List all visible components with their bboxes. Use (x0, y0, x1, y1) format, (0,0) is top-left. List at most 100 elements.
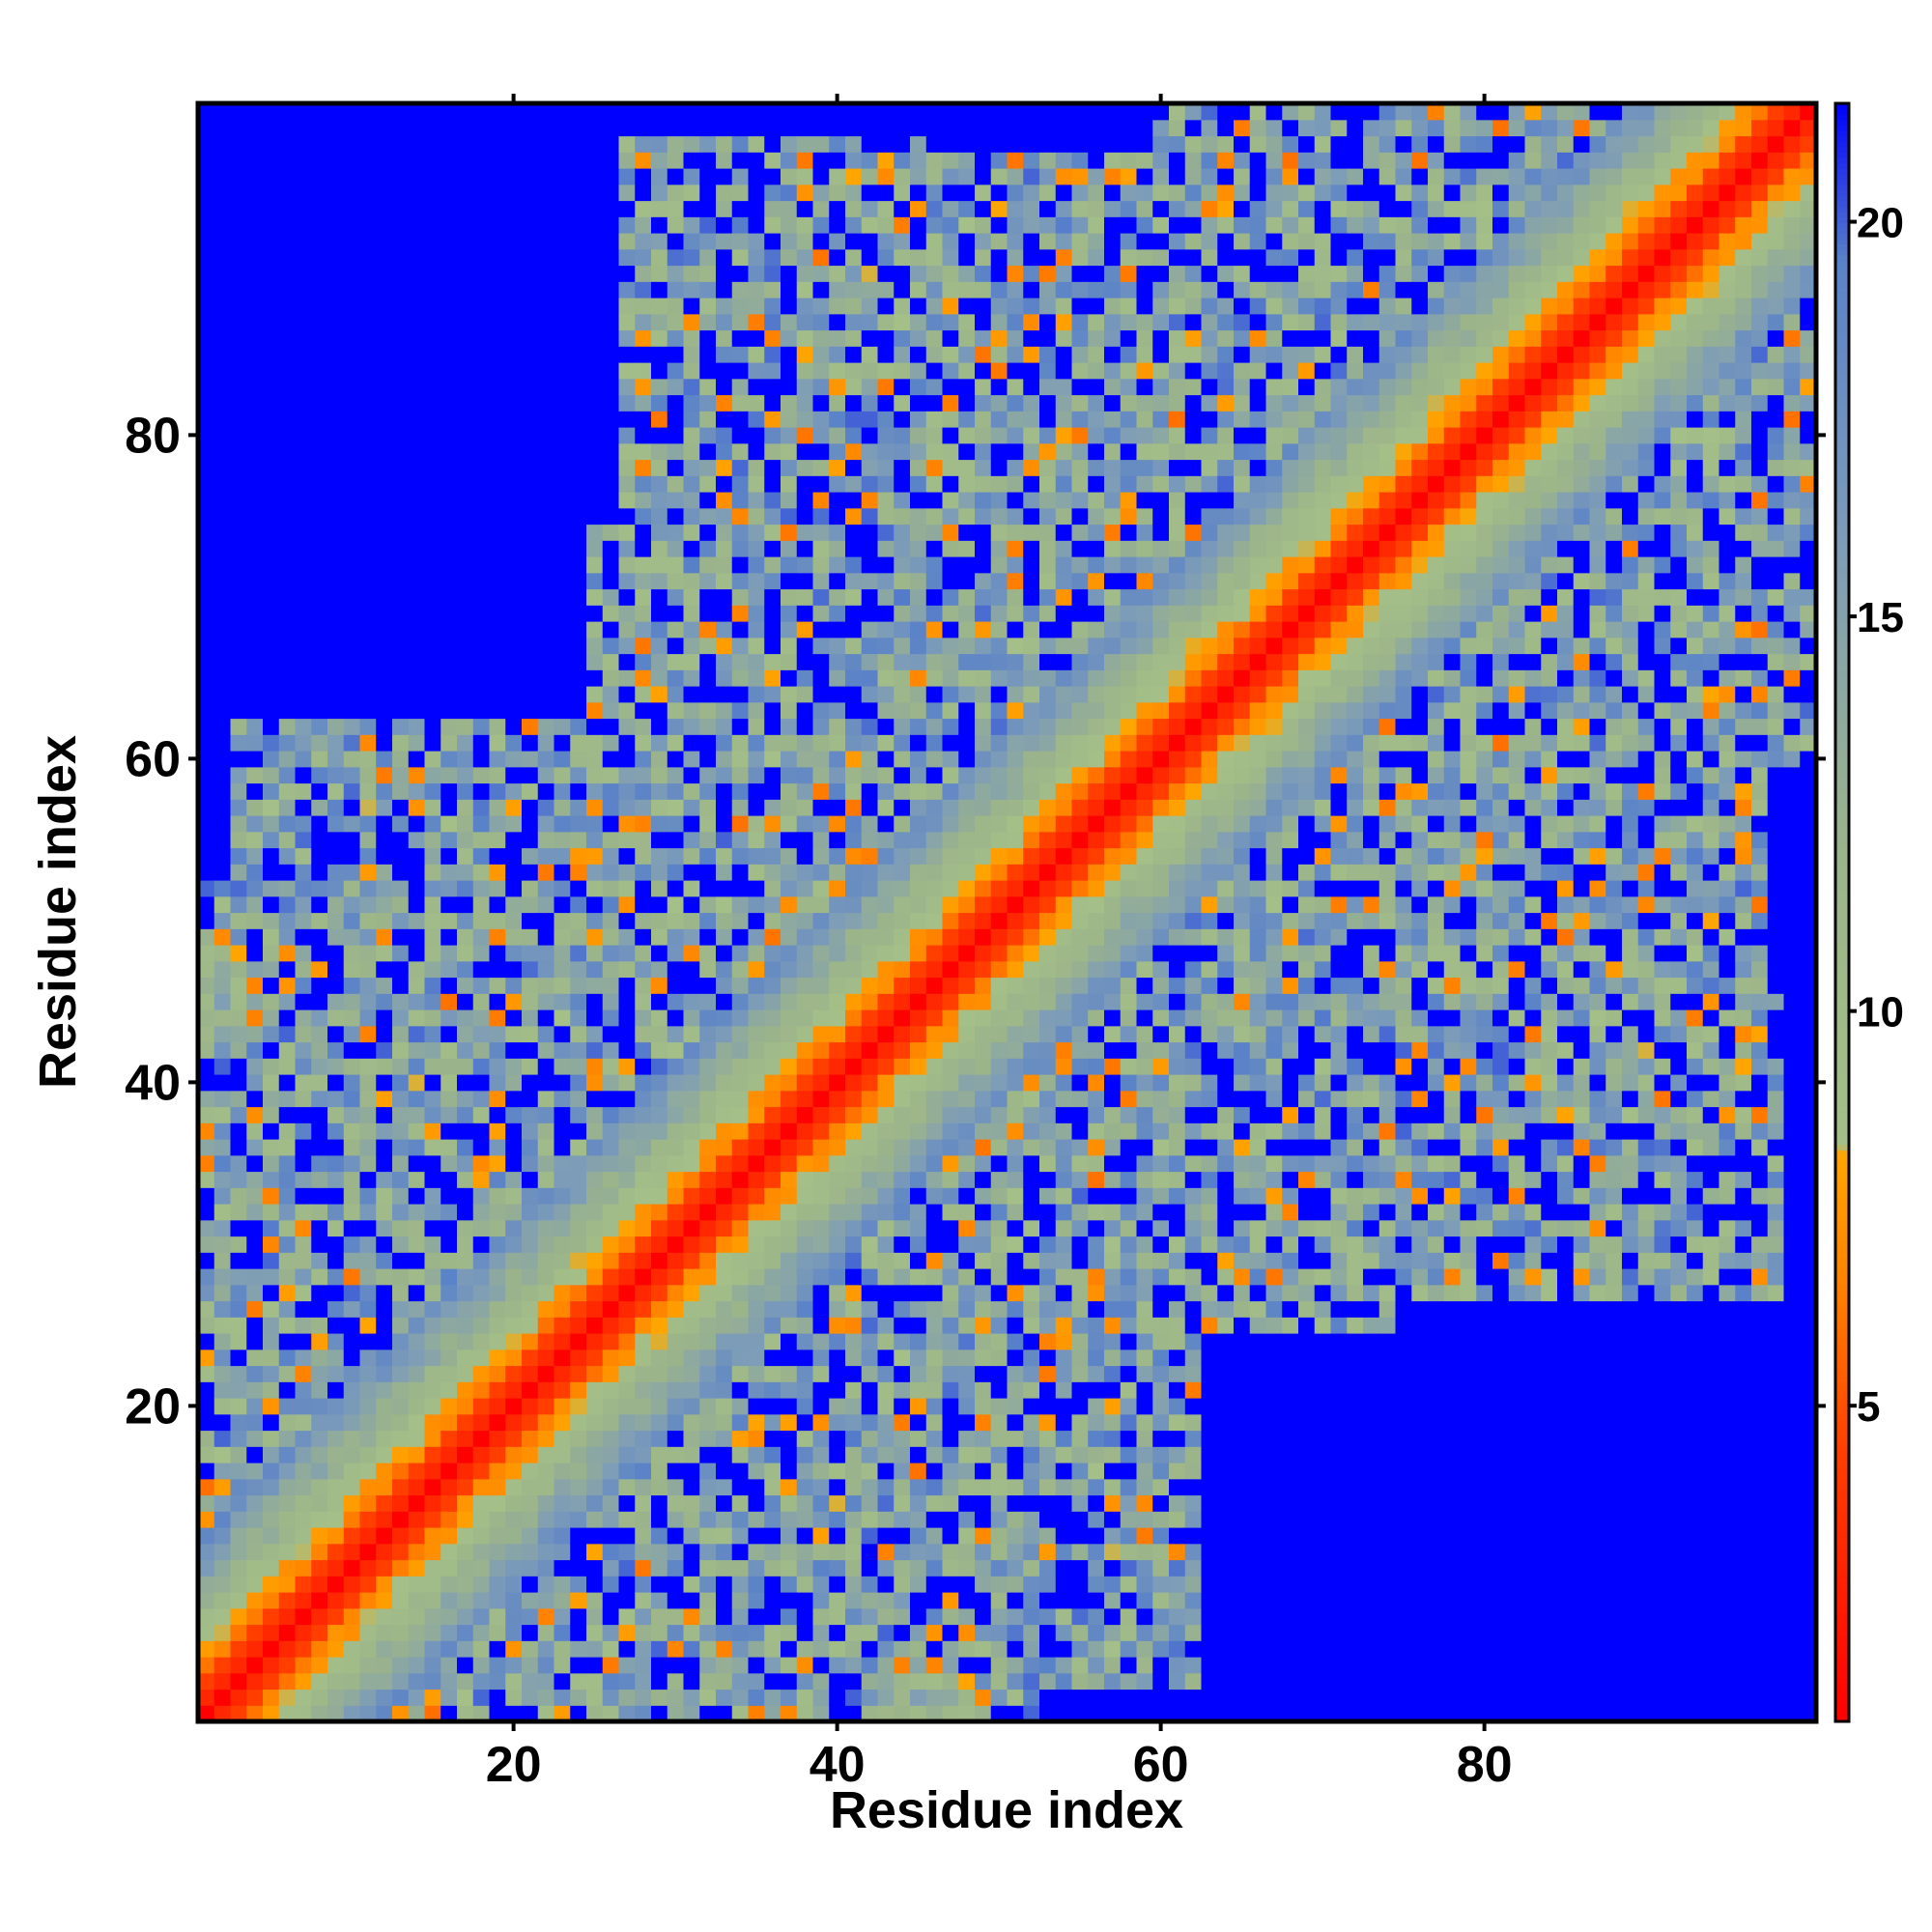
heatmap-cell (295, 1122, 312, 1140)
heatmap-cell (861, 475, 879, 493)
heatmap-cell (440, 1446, 458, 1463)
heatmap-cell (522, 751, 539, 768)
heatmap-cell (278, 1640, 297, 1658)
heatmap-cell (537, 1543, 555, 1561)
heatmap-cell (359, 556, 377, 574)
heatmap-cell (990, 945, 1009, 962)
heatmap-cell (522, 1090, 539, 1108)
heatmap-cell (278, 588, 297, 606)
heatmap-cell (635, 1463, 652, 1480)
heatmap-cell (198, 1672, 215, 1690)
heatmap-cell (618, 1058, 636, 1075)
heatmap-cell (424, 686, 441, 703)
heatmap-cell (990, 847, 1009, 865)
heatmap-cell (894, 507, 911, 526)
heatmap-cell (699, 1106, 717, 1123)
heatmap-cell (359, 362, 377, 380)
heatmap-cell (812, 1657, 830, 1674)
heatmap-cell (213, 200, 232, 217)
heatmap-cell (942, 1527, 959, 1545)
heatmap-cell (699, 1139, 717, 1156)
heatmap-cell (278, 686, 297, 703)
heatmap-cell (796, 492, 814, 509)
heatmap-cell (537, 572, 555, 590)
heatmap-cell (958, 1624, 976, 1641)
heatmap-cell (392, 864, 410, 881)
heatmap-cell (424, 233, 441, 250)
heatmap-cell (748, 751, 765, 768)
heatmap-cell (263, 782, 280, 800)
heatmap-cell (910, 734, 927, 752)
heatmap-cell (440, 1592, 458, 1609)
heatmap-cell (894, 1381, 911, 1399)
heatmap-cell (910, 1640, 927, 1658)
heatmap-cell (781, 200, 798, 217)
heatmap-cell (198, 1058, 215, 1075)
heatmap-cell (683, 1090, 700, 1108)
heatmap-cell (942, 216, 959, 234)
heatmap-cell (796, 1204, 814, 1221)
heatmap-cell (537, 1365, 555, 1382)
heatmap-cell (910, 653, 927, 670)
heatmap-cell (877, 588, 895, 606)
heatmap-cell (764, 459, 781, 476)
heatmap-cell (618, 1171, 636, 1188)
heatmap-cell (376, 298, 393, 315)
heatmap-cell (748, 1122, 765, 1140)
heatmap-cell (894, 1139, 911, 1156)
heatmap-cell (845, 1090, 863, 1108)
heatmap-cell (472, 184, 491, 202)
heatmap-cell (198, 1204, 215, 1221)
heatmap-cell (295, 1317, 312, 1334)
heatmap-cell (877, 1463, 895, 1480)
heatmap-cell (522, 1058, 539, 1075)
heatmap-cell (537, 701, 555, 720)
heatmap-cell (812, 507, 830, 526)
heatmap-cell (829, 119, 846, 137)
heatmap-cell (522, 329, 539, 347)
heatmap-cell (311, 815, 328, 833)
heatmap-cell (812, 216, 830, 234)
heatmap-cell (812, 168, 830, 185)
heatmap-cell (910, 1527, 927, 1545)
heatmap-cell (392, 442, 410, 461)
heatmap-cell (213, 168, 232, 185)
heatmap-cell (327, 718, 345, 735)
heatmap-cell (894, 751, 911, 768)
heatmap-cell (812, 621, 830, 639)
heatmap-cell (213, 686, 232, 703)
heatmap-cell (505, 1074, 523, 1092)
heatmap-cell (278, 1559, 297, 1577)
heatmap-cell (311, 1009, 328, 1027)
heatmap-cell (570, 912, 587, 929)
heatmap-cell (683, 1463, 700, 1480)
heatmap-cell (716, 718, 733, 735)
heatmap-cell (602, 427, 620, 444)
heatmap-cell (246, 492, 264, 509)
heatmap-cell (731, 362, 750, 380)
heatmap-cell (586, 362, 604, 380)
heatmap-cell (812, 572, 830, 590)
heatmap-cell (424, 1559, 441, 1577)
heatmap-cell (408, 572, 426, 590)
heatmap-cell (570, 233, 587, 250)
heatmap-cell (295, 1300, 312, 1318)
heatmap-cell (246, 1187, 264, 1205)
heatmap-cell (812, 912, 830, 929)
heatmap-cell (651, 1381, 668, 1399)
heatmap-cell (505, 1333, 523, 1350)
heatmap-cell (812, 1640, 830, 1658)
heatmap-cell (359, 346, 377, 363)
heatmap-cell (894, 1300, 911, 1318)
heatmap-cell (570, 1349, 587, 1367)
heatmap-cell (230, 734, 247, 752)
heatmap-cell (716, 895, 733, 914)
heatmap-cell (311, 135, 328, 153)
heatmap-cell (990, 427, 1009, 444)
heatmap-cell (570, 1446, 587, 1463)
heatmap-cell (602, 152, 620, 169)
heatmap-cell (522, 847, 539, 865)
heatmap-cell (861, 1511, 879, 1528)
heatmap-cell (861, 1074, 879, 1092)
heatmap-cell (440, 945, 458, 962)
